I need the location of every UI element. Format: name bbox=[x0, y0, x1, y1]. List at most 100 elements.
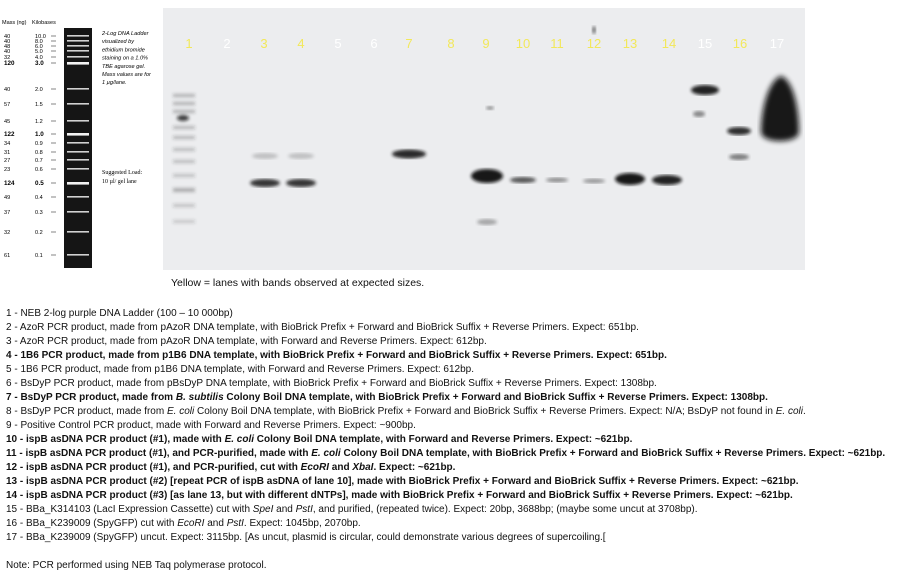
ladder-kb-label: 3.0 bbox=[35, 60, 44, 67]
legend-text: 10 - ispB asDNA PCR product (#1), made w… bbox=[6, 434, 225, 445]
ladder-description-line: staining on a 1.0% bbox=[102, 56, 148, 62]
legend-text: Colony Boil DNA template, with Forward a… bbox=[254, 434, 633, 445]
lane-10-label: 10 bbox=[516, 36, 530, 51]
legend-text: 6 - BsDyP PCR product, made from pBsDyP … bbox=[6, 378, 657, 389]
legend-text: . Expect: ~621bp. bbox=[373, 462, 456, 473]
lane-11-band bbox=[546, 177, 568, 183]
lane-4-faint-band bbox=[288, 153, 314, 159]
legend-text: PstI bbox=[226, 518, 244, 529]
legend-text: Colony Boil DNA template, with BioBrick … bbox=[194, 406, 776, 417]
ladder-band bbox=[67, 182, 89, 185]
lane-7-label: 7 bbox=[405, 36, 412, 51]
ladder-band bbox=[67, 168, 89, 170]
lane-15-label: 15 bbox=[698, 36, 712, 51]
lane-15-band bbox=[691, 85, 719, 95]
ladder-description-line: 2-Log DNA Ladder bbox=[101, 31, 150, 37]
ladder-description-line: visualized by bbox=[102, 39, 135, 45]
lane-9-band bbox=[471, 169, 503, 183]
legend-text: B. subtilis bbox=[175, 392, 224, 403]
legend-text: E. coli bbox=[775, 406, 803, 417]
ladder-kb-label: 0.4 bbox=[35, 195, 43, 201]
ladder-band bbox=[67, 45, 89, 47]
ladder-band bbox=[67, 88, 89, 90]
ladder-kb-header: Kilobases bbox=[32, 20, 56, 26]
ladder-band bbox=[67, 35, 89, 37]
legend-text: 17 - BBa_K239009 (SpyGFP) uncut. Expect:… bbox=[6, 532, 606, 543]
gel-caption: Yellow = lanes with bands observed at ex… bbox=[171, 277, 425, 289]
legend-text: Colony Boil DNA template, with BioBrick … bbox=[223, 392, 768, 403]
ladder-description-line: ethidium bromide bbox=[102, 47, 145, 53]
legend-line-9: 9 - Positive Control PCR product, made w… bbox=[6, 419, 911, 433]
ladder-kb-label: 2.0 bbox=[35, 87, 43, 93]
legend-text: and bbox=[329, 462, 353, 473]
ladder-description-line: TBE agarose gel. bbox=[102, 64, 145, 70]
lane-4-label: 4 bbox=[297, 36, 304, 51]
legend-text: , and purified, (repeated twice). Expect… bbox=[312, 504, 698, 515]
ladder-mass-label: 61 bbox=[4, 253, 10, 259]
legend-line-8: 8 - BsDyP PCR product, made from E. coli… bbox=[6, 405, 911, 419]
legend-line-4: 4 - 1B6 PCR product, made from p1B6 DNA … bbox=[6, 349, 911, 363]
legend-text: 2 - AzoR PCR product, made from pAzoR DN… bbox=[6, 322, 639, 333]
ladder-mass-label: 32 bbox=[4, 55, 10, 61]
ladder-kb-label: 0.8 bbox=[35, 150, 43, 156]
ladder-kb-label: 1.5 bbox=[35, 102, 43, 108]
lane-8-label: 8 bbox=[447, 36, 454, 51]
ladder-mass-label: 40 bbox=[4, 39, 10, 45]
legend-text: 16 - BBa_K239009 (SpyGFP) cut with bbox=[6, 518, 178, 529]
ladder-mass-label: 27 bbox=[4, 158, 10, 164]
legend-text: 4 - 1B6 PCR product, made from p1B6 DNA … bbox=[6, 350, 667, 361]
ladder-band bbox=[67, 133, 89, 136]
lane-12-label: 12 bbox=[587, 36, 601, 51]
lane-3-band bbox=[250, 179, 280, 187]
legend-line-5: 5 - 1B6 PCR product, made from p1B6 DNA … bbox=[6, 363, 911, 377]
legend-text: 15 - BBa_K314103 (LacI Expression Casset… bbox=[6, 504, 253, 515]
protocol-note: Note: PCR performed using NEB Taq polyme… bbox=[6, 560, 267, 571]
legend-text: 8 - BsDyP PCR product, made from bbox=[6, 406, 167, 417]
legend-text: 9 - Positive Control PCR product, made w… bbox=[6, 420, 416, 431]
ladder-kb-label: 0.1 bbox=[35, 253, 43, 259]
legend-text: PstI bbox=[295, 504, 313, 515]
legend-text: 1 - NEB 2-log purple DNA Ladder (100 – 1… bbox=[6, 308, 233, 319]
ladder-description-line: Mass values are for bbox=[102, 72, 152, 78]
ladder-band bbox=[67, 142, 89, 144]
legend-line-1: 1 - NEB 2-log purple DNA Ladder (100 – 1… bbox=[6, 307, 911, 321]
ladder-band bbox=[67, 254, 89, 256]
lane-11-label: 11 bbox=[550, 36, 564, 51]
ladder-mass-label: 40 bbox=[4, 87, 10, 93]
ladder-kb-label: 0.3 bbox=[35, 210, 43, 216]
lane-legend: 1 - NEB 2-log purple DNA Ladder (100 – 1… bbox=[6, 307, 911, 545]
ladder-load-line: 10 µl/ gel lane bbox=[102, 179, 137, 185]
legend-text: XbaI bbox=[352, 462, 374, 473]
legend-line-3: 3 - AzoR PCR product, made from pAzoR DN… bbox=[6, 335, 911, 349]
ladder-mass-label: 40 bbox=[4, 34, 10, 40]
legend-text: 12 - ispB asDNA PCR product (#1), and PC… bbox=[6, 462, 301, 473]
ladder-gel-strip bbox=[64, 28, 92, 268]
lane-1-label: 1 bbox=[185, 36, 192, 51]
ladder-band bbox=[67, 151, 89, 153]
ladder-mass-label: 122 bbox=[4, 131, 15, 138]
legend-text: 13 - ispB asDNA PCR product (#2) [repeat… bbox=[6, 476, 799, 487]
lane-9-lower-faint bbox=[477, 219, 497, 225]
legend-line-17: 17 - BBa_K239009 (SpyGFP) uncut. Expect:… bbox=[6, 531, 911, 545]
lane-15-lower-band bbox=[693, 111, 705, 117]
ladder-mass-label: 48 bbox=[4, 44, 10, 50]
legend-line-6: 6 - BsDyP PCR product, made from pBsDyP … bbox=[6, 377, 911, 391]
lane-13-label: 13 bbox=[623, 36, 637, 51]
ladder-load-line: Suggested Load: bbox=[102, 170, 142, 176]
ladder-mass-label: 124 bbox=[4, 180, 15, 187]
ladder-band bbox=[67, 62, 89, 65]
ladder-description: 2-Log DNA Ladder visualized by ethidium br… bbox=[101, 31, 152, 86]
ladder-suggested-load: Suggested Load: 10 µl/ gel lane bbox=[102, 170, 142, 185]
ladder-mass-label: 120 bbox=[4, 60, 15, 67]
lane-17-band bbox=[761, 76, 799, 141]
ladder-band bbox=[67, 120, 89, 122]
ladder-kb-label: 0.9 bbox=[35, 141, 43, 147]
ladder-mass-label: 31 bbox=[4, 150, 10, 156]
ladder-kb-label: 1.2 bbox=[35, 119, 43, 125]
legend-text: and bbox=[273, 504, 296, 515]
lane-5-label: 5 bbox=[334, 36, 341, 51]
lane-13-band bbox=[615, 173, 645, 185]
legend-line-15: 15 - BBa_K314103 (LacI Expression Casset… bbox=[6, 503, 911, 517]
ladder-band bbox=[67, 159, 89, 161]
ladder-band bbox=[67, 211, 89, 213]
